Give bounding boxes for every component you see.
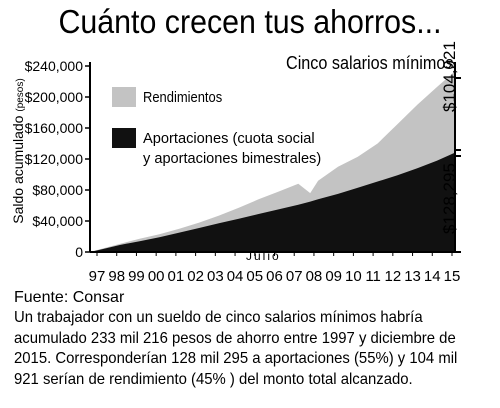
x-tick-label: 08 bbox=[306, 268, 323, 285]
x-tick-label: 97 bbox=[89, 268, 106, 285]
x-tick-label: 15 bbox=[444, 268, 461, 285]
source-note: Fuente: Consar bbox=[14, 289, 125, 306]
x-tick-label: 04 bbox=[227, 268, 244, 285]
x-tick-label: 05 bbox=[246, 268, 263, 285]
x-tick-label: 00 bbox=[148, 268, 165, 285]
y-tick-label: $200,000 bbox=[25, 89, 84, 105]
x-tick-label: 14 bbox=[424, 268, 441, 285]
chart-title: Cuánto crecen tus ahorros... bbox=[58, 3, 442, 40]
x-tick-label: 12 bbox=[384, 268, 401, 285]
legend-label: Rendimientos bbox=[143, 89, 222, 106]
y-tick-label: $240,000 bbox=[25, 58, 84, 74]
right-label-aportaciones: $128,295 bbox=[440, 163, 459, 234]
y-tick-label: 0 bbox=[75, 244, 83, 260]
legend-label: y aportaciones bimestrales) bbox=[143, 150, 321, 167]
description-text: Un trabajador con un sueldo de cinco sal… bbox=[14, 309, 458, 388]
y-tick-label: $160,000 bbox=[25, 120, 84, 136]
area-aportaciones bbox=[90, 152, 455, 252]
legend-swatch bbox=[112, 87, 136, 107]
chart-subtitle: Cinco salarios mínimos bbox=[286, 53, 454, 73]
x-tick-label: 02 bbox=[187, 268, 204, 285]
legend-swatch bbox=[112, 128, 136, 148]
x-tick-label: 07 bbox=[286, 268, 303, 285]
x-tick-label: 99 bbox=[128, 268, 145, 285]
x-axis-label: Julio bbox=[246, 249, 281, 263]
y-tick-label: $120,000 bbox=[25, 151, 84, 167]
right-label-rendimiento: $104,921 bbox=[440, 41, 459, 112]
legend-label: Aportaciones (cuota social bbox=[143, 130, 315, 147]
y-tick-label: $80,000 bbox=[32, 182, 83, 198]
x-tick-label: 06 bbox=[266, 268, 283, 285]
x-tick-label: 03 bbox=[207, 268, 224, 285]
x-tick-label: 13 bbox=[404, 268, 421, 285]
x-tick-label: 10 bbox=[345, 268, 362, 285]
area-chart: $240,000 $200,000 $160,000 $120,000 $80,000 $… bbox=[25, 58, 461, 285]
x-tick-label: 11 bbox=[365, 268, 381, 285]
x-tick-label: 09 bbox=[325, 268, 342, 285]
y-tick-label: $40,000 bbox=[32, 213, 83, 229]
x-tick-label: 01 bbox=[168, 268, 185, 285]
x-tick-label: 98 bbox=[108, 268, 125, 285]
